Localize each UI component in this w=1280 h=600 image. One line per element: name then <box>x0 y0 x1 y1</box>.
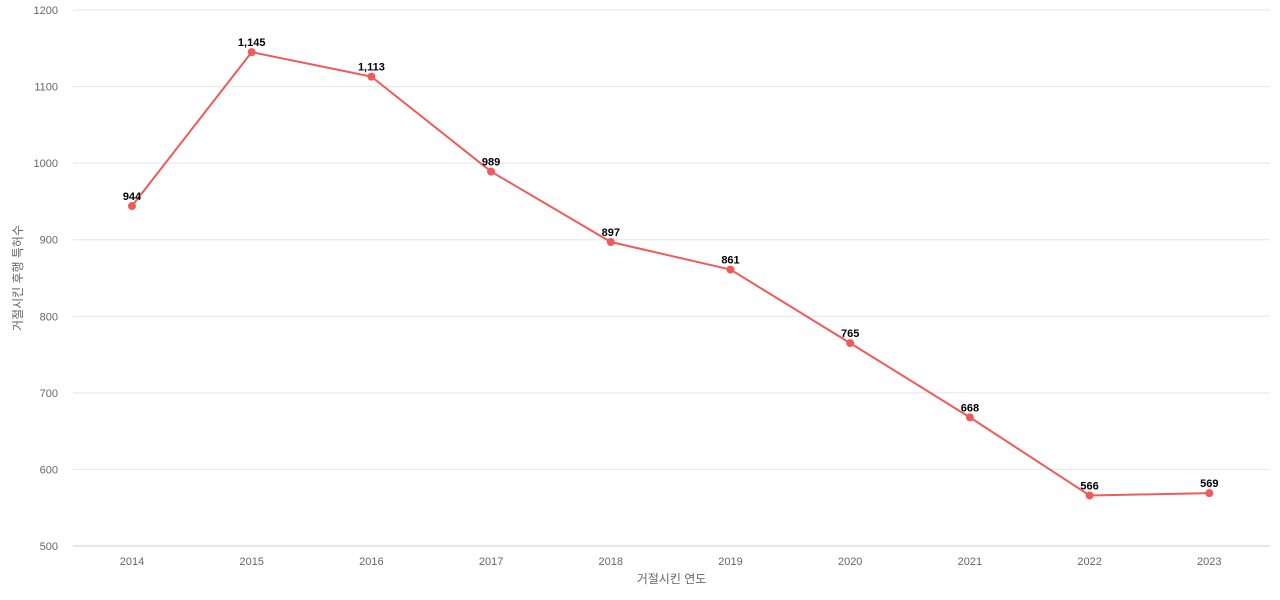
grid-lines <box>73 9 1270 470</box>
data-label: 566 <box>1080 480 1098 492</box>
x-axis-tick-labels: 2014 2015 2016 2017 2018 2019 2020 2021 2022 2023 <box>120 556 1222 568</box>
data-label: 1,145 <box>238 37 266 49</box>
x-tick-label: 2015 <box>239 556 263 568</box>
data-label: 765 <box>841 328 859 340</box>
data-point <box>247 48 256 57</box>
series-line-group <box>128 48 1214 500</box>
y-axis-title: 거절시킨 후행 특허수 <box>10 225 25 331</box>
y-tick-label: 1000 <box>34 158 58 170</box>
data-point <box>367 72 376 81</box>
data-point <box>487 167 496 176</box>
x-tick-label: 2014 <box>120 556 144 568</box>
x-tick-label: 2016 <box>359 556 383 568</box>
data-point <box>1085 491 1094 500</box>
data-label: 668 <box>961 402 979 414</box>
data-label: 897 <box>602 227 620 239</box>
x-tick-label: 2022 <box>1077 556 1101 568</box>
x-tick-label: 2023 <box>1197 556 1221 568</box>
y-tick-label: 900 <box>40 235 58 247</box>
data-point <box>128 202 136 211</box>
x-tick-label: 2020 <box>838 556 862 568</box>
data-label: 1,113 <box>358 62 385 74</box>
y-tick-label: 600 <box>40 464 58 476</box>
data-point <box>606 238 615 247</box>
x-tick-label: 2021 <box>958 556 982 568</box>
data-label-group: 944 1,145 1,113 989 897 861 765 668 566 569 <box>123 37 1219 492</box>
y-tick-label: 1200 <box>34 5 58 17</box>
x-tick-label: 2018 <box>599 556 623 568</box>
x-axis-title: 거절시킨 연도 <box>637 572 707 586</box>
x-tick-label: 2017 <box>479 556 503 568</box>
data-label: 944 <box>123 191 142 203</box>
y-tick-label: 500 <box>40 541 58 553</box>
data-point <box>846 339 855 348</box>
y-tick-label: 700 <box>40 388 58 400</box>
data-label: 569 <box>1200 478 1218 490</box>
data-point <box>726 265 735 274</box>
data-label: 861 <box>721 255 739 267</box>
y-axis-tick-labels: 500 600 700 800 900 1000 1100 1200 <box>34 5 58 553</box>
y-tick-label: 800 <box>40 311 58 323</box>
data-point <box>1205 489 1214 498</box>
series-line <box>131 51 1210 497</box>
x-tick-label: 2019 <box>718 556 742 568</box>
y-tick-label: 1100 <box>34 82 58 94</box>
data-point <box>965 413 974 422</box>
data-label: 989 <box>482 157 500 169</box>
